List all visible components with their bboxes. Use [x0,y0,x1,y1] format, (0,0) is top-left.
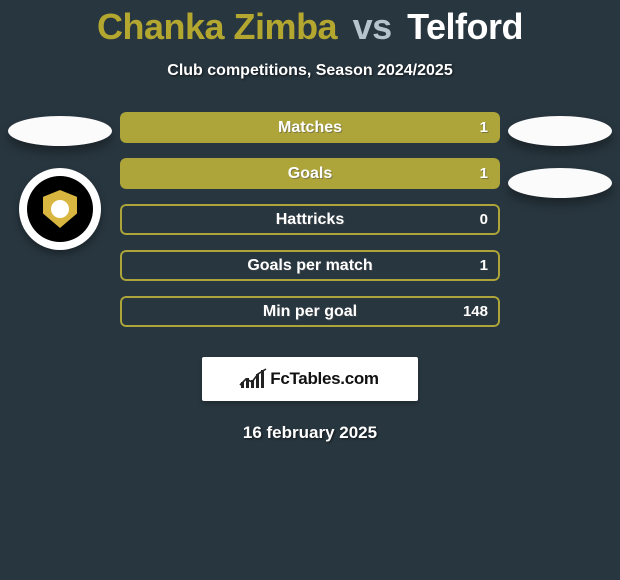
left-column [0,112,120,327]
stats-list: Matches 1 Goals 1 Hattricks 0 Goals per match 1… [120,112,500,327]
stat-label: Goals per match [247,257,372,275]
stat-value-p2: 148 [463,303,488,320]
player2-placeholder-icon [508,116,612,146]
stat-row: Hattricks 0 [120,204,500,235]
player2-name: Telford [407,6,523,47]
player1-name: Chanka Zimba [97,6,337,47]
vs-separator: vs [353,6,392,47]
stat-label: Hattricks [276,211,344,229]
comparison-card: Chanka Zimba vs Telford Club competition… [0,0,620,443]
player1-club-badge [19,168,101,250]
stat-label: Goals [288,165,332,183]
subtitle: Club competitions, Season 2024/2025 [167,62,452,80]
right-column [500,112,620,327]
content-grid: Matches 1 Goals 1 Hattricks 0 Goals per match 1… [0,112,620,327]
brand-name: FcTables.com [270,369,379,389]
stat-label: Matches [278,119,342,137]
page-title: Chanka Zimba vs Telford [97,6,523,48]
stat-row: Goals 1 [120,158,500,189]
stat-value-p2: 1 [480,257,488,274]
player2-club-placeholder-icon [508,168,612,198]
stat-row: Min per goal 148 [120,296,500,327]
snapshot-date: 16 february 2025 [243,423,377,443]
stat-row: Goals per match 1 [120,250,500,281]
stat-label: Min per goal [263,303,357,321]
player1-placeholder-icon [8,116,112,146]
stat-value-p2: 0 [480,211,488,228]
stat-row: Matches 1 [120,112,500,143]
stat-value-p2: 1 [480,165,488,182]
brand-logo-box: FcTables.com [202,357,418,401]
chart-icon [241,370,264,388]
stat-value-p2: 1 [480,119,488,136]
